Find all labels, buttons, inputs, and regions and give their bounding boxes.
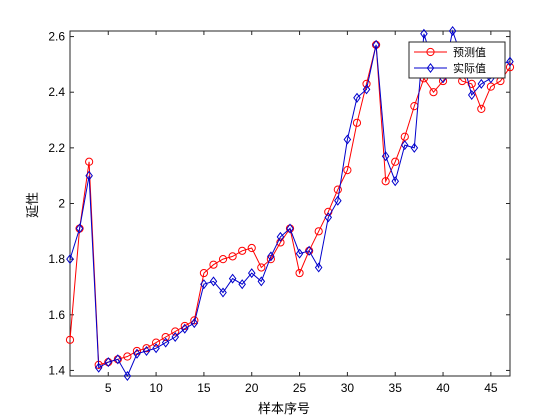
data-point — [352, 118, 362, 127]
data-point — [85, 157, 94, 166]
data-point — [353, 92, 361, 103]
data-point — [506, 56, 514, 67]
data-point — [161, 337, 170, 348]
data-point — [152, 343, 160, 354]
x-tick-label: 40 — [436, 381, 450, 395]
data-point — [247, 243, 256, 253]
data-point — [228, 273, 237, 284]
data-point — [151, 338, 161, 347]
data-point — [372, 39, 380, 50]
data-point — [75, 223, 84, 234]
data-point — [257, 263, 266, 272]
data-point — [267, 251, 275, 262]
data-point — [381, 177, 390, 186]
data-point — [467, 79, 476, 88]
data-point — [324, 212, 333, 223]
data-point — [314, 262, 323, 273]
data-point — [410, 142, 419, 153]
data-point — [477, 78, 486, 89]
data-point — [171, 331, 180, 343]
data-point — [114, 354, 122, 365]
data-point — [104, 357, 113, 368]
data-point — [257, 276, 266, 287]
data-point — [200, 279, 208, 290]
data-point — [66, 254, 74, 265]
data-point — [209, 260, 218, 269]
data-point — [276, 231, 285, 242]
data-point — [65, 335, 75, 344]
x-tick-label: 25 — [293, 381, 307, 395]
x-tick-label: 35 — [389, 381, 403, 395]
data-point — [180, 321, 189, 331]
data-point — [362, 84, 371, 95]
data-point — [218, 255, 228, 264]
data-point — [429, 88, 438, 97]
data-point — [420, 28, 428, 39]
legend-marker — [426, 47, 435, 57]
data-point — [477, 104, 486, 114]
data-point — [142, 344, 151, 353]
x-tick-label: 5 — [105, 381, 112, 395]
data-point — [133, 348, 141, 359]
y-axis-label: 延性 — [26, 192, 41, 218]
data-point — [305, 245, 313, 256]
data-point — [343, 134, 352, 145]
data-point — [123, 370, 132, 382]
data-point — [391, 157, 400, 166]
axis-ticks: 5 10 15 20 25 30 35 40 45 1.4 1.6 1.8 2 2.2 2.4 2.6 — [48, 30, 510, 395]
y-tick-label: 2.2 — [48, 141, 65, 155]
legend-box — [408, 41, 506, 79]
data-point — [142, 345, 151, 357]
data-point — [199, 268, 209, 278]
x-tick-label: 15 — [197, 381, 211, 395]
data-point — [448, 25, 457, 37]
data-point — [161, 332, 170, 342]
data-point — [295, 248, 304, 259]
data-point — [85, 170, 93, 181]
legend-marker — [426, 62, 435, 74]
data-point — [190, 318, 199, 329]
x-tick-label: 30 — [341, 381, 355, 395]
data-point — [381, 151, 390, 162]
x-axis-label: 样本序号 — [258, 402, 310, 417]
x-tick-label: 20 — [245, 381, 259, 395]
data-point — [94, 362, 103, 373]
y-tick-label: 2.6 — [48, 30, 65, 44]
data-point — [505, 63, 515, 72]
data-point — [400, 140, 409, 151]
data-point — [343, 166, 352, 175]
data-point — [467, 89, 476, 101]
data-point — [247, 268, 256, 279]
y-tick-label: 1.4 — [48, 363, 65, 377]
y-tick-label: 2.4 — [48, 85, 65, 99]
legend-label: 实际值 — [453, 61, 486, 75]
data-point — [171, 327, 180, 336]
data-point — [123, 352, 132, 361]
data-point — [209, 276, 218, 287]
x-tick-label: 10 — [149, 381, 163, 395]
series-layer — [65, 25, 515, 382]
data-point — [228, 252, 237, 261]
data-point — [391, 176, 400, 187]
data-point — [333, 185, 342, 194]
data-point — [180, 323, 189, 334]
legend-label: 预测值 — [453, 46, 486, 59]
data-point — [276, 238, 285, 247]
y-tick-label: 1.8 — [48, 252, 65, 266]
data-point — [334, 195, 342, 206]
data-point — [295, 268, 304, 278]
y-tick-label: 1.6 — [48, 308, 65, 322]
data-point — [314, 227, 323, 236]
x-tick-label: 45 — [484, 381, 498, 395]
data-point — [286, 223, 294, 234]
data-point — [238, 279, 246, 290]
data-point — [190, 316, 199, 325]
y-tick-label: 2 — [58, 197, 65, 211]
data-point — [219, 287, 227, 298]
data-point — [238, 246, 247, 255]
